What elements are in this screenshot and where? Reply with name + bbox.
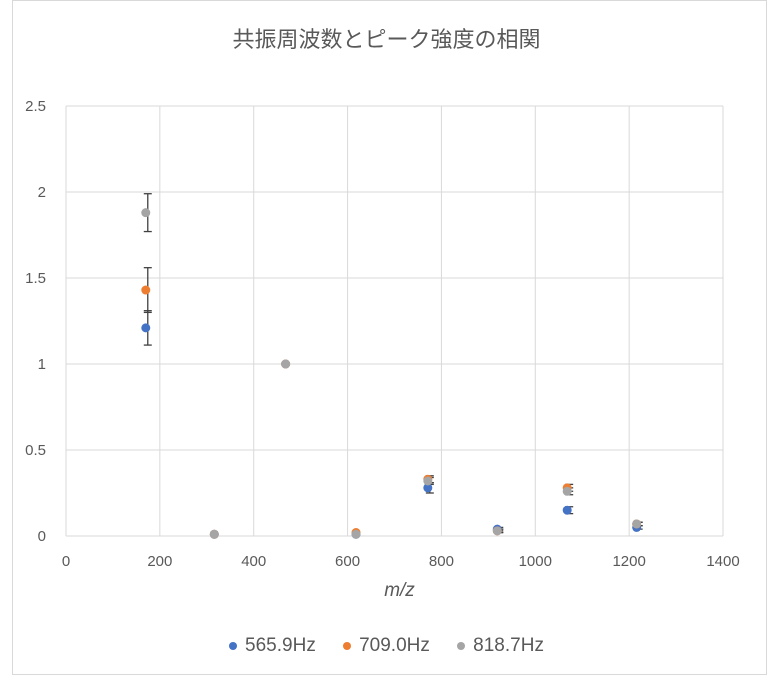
legend-label-series-1: 565.9Hz bbox=[245, 635, 316, 656]
x-tick-label: 1400 bbox=[706, 553, 739, 570]
y-tick-label: 0.5 bbox=[25, 442, 46, 459]
y-tick-label: 1 bbox=[38, 356, 46, 373]
data-point-series-3 bbox=[209, 529, 219, 539]
legend-label-series-3: 818.7Hz bbox=[473, 635, 544, 656]
legend-marker-series-2 bbox=[343, 642, 352, 650]
x-tick-label: 200 bbox=[147, 553, 172, 570]
data-point-series-3 bbox=[632, 519, 642, 529]
x-tick-label: 400 bbox=[241, 553, 266, 570]
x-tick-label: 1200 bbox=[612, 553, 645, 570]
legend-item-series-2: 709.0Hz bbox=[343, 635, 430, 657]
data-point-series-3 bbox=[492, 526, 502, 536]
data-point-series-3 bbox=[281, 359, 291, 369]
data-point-series-1 bbox=[562, 505, 572, 515]
chart-title: 共振周波数とピーク強度の相関 bbox=[232, 28, 541, 53]
legend-label-series-2: 709.0Hz bbox=[359, 635, 430, 656]
data-point-series-1 bbox=[141, 323, 151, 333]
legend-marker-series-3 bbox=[457, 642, 466, 650]
data-point-series-1 bbox=[423, 483, 433, 493]
legend-item-series-3: 818.7Hz bbox=[457, 635, 544, 657]
legend: 565.9Hz 709.0Hz 818.7Hz bbox=[0, 634, 773, 657]
legend-marker-series-1 bbox=[229, 642, 238, 650]
y-tick-label: 2.5 bbox=[25, 98, 46, 115]
x-axis-title: m/z bbox=[384, 580, 415, 601]
x-tick-label: 800 bbox=[429, 553, 454, 570]
y-tick-label: 1.5 bbox=[25, 270, 46, 287]
x-tick-label: 0 bbox=[62, 553, 70, 570]
chart-frame bbox=[12, 0, 767, 675]
y-tick-label: 0 bbox=[38, 528, 46, 545]
data-point-series-3 bbox=[141, 208, 151, 218]
y-tick-label: 2 bbox=[38, 184, 46, 201]
data-point-series-2 bbox=[141, 285, 151, 295]
data-point-series-3 bbox=[562, 486, 572, 496]
legend-item-series-1: 565.9Hz bbox=[229, 635, 316, 657]
data-point-series-3 bbox=[423, 476, 433, 486]
x-tick-label: 1000 bbox=[519, 553, 552, 570]
x-tick-label: 600 bbox=[335, 553, 360, 570]
data-point-series-3 bbox=[351, 529, 361, 539]
